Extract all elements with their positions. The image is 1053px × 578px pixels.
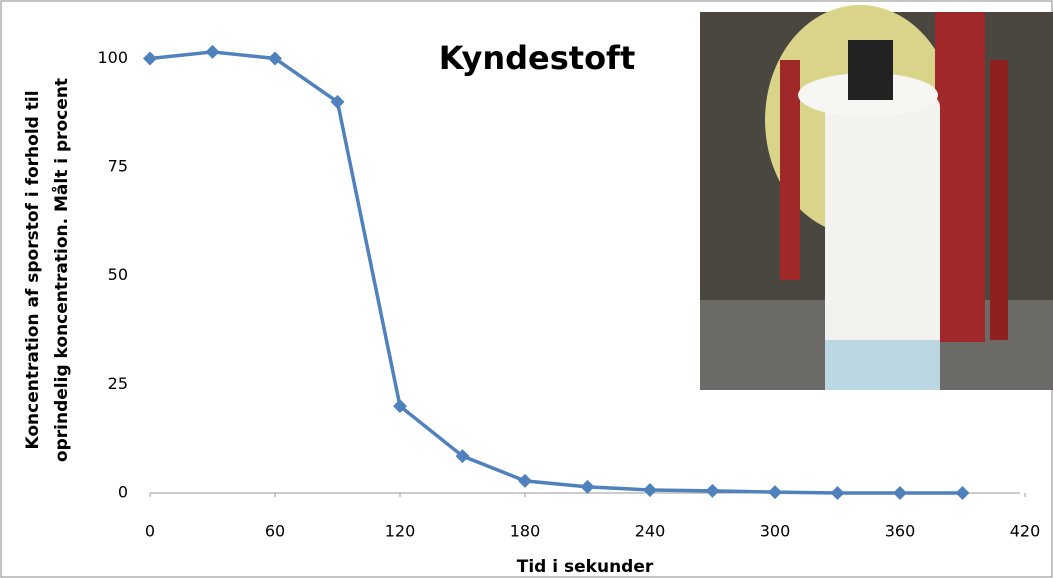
- x-tick-label: 120: [385, 522, 416, 541]
- x-axis-label: Tid i sekunder: [517, 557, 654, 577]
- x-tick-label: 360: [885, 522, 916, 541]
- data-point: [955, 486, 970, 500]
- data-point: [205, 44, 220, 59]
- x-tick-label: 0: [145, 522, 155, 541]
- data-point: [518, 473, 532, 488]
- x-tick-label: 60: [265, 522, 285, 541]
- data-point: [768, 485, 782, 500]
- data-point: [830, 486, 845, 500]
- data-point: [455, 449, 470, 464]
- data-point: [393, 399, 407, 414]
- data-point: [143, 51, 157, 66]
- photo: [700, 5, 1053, 390]
- data-point: [330, 94, 345, 109]
- series-line: [149, 50, 963, 495]
- y-tick-label: 75: [108, 157, 128, 176]
- data-point: [580, 479, 595, 494]
- y-tick-label: 50: [108, 265, 128, 284]
- y-axis-label: Koncentration af sporstof i forhold til: [23, 90, 43, 449]
- x-tick-label: 300: [760, 522, 791, 541]
- data-point: [705, 483, 720, 498]
- x-tick-label: 180: [510, 522, 541, 541]
- y-axis-label: oprindelig koncentration. Målt i procent: [50, 78, 72, 462]
- x-tick-label: 420: [1010, 522, 1041, 541]
- data-point: [893, 486, 907, 500]
- y-tick-label: 0: [118, 483, 128, 502]
- data-point: [643, 482, 657, 497]
- y-tick-label: 25: [108, 374, 128, 393]
- data-point: [268, 51, 282, 66]
- y-tick-label: 100: [97, 48, 128, 67]
- x-tick-label: 240: [635, 522, 666, 541]
- chart-title: Kyndestoft: [439, 39, 636, 77]
